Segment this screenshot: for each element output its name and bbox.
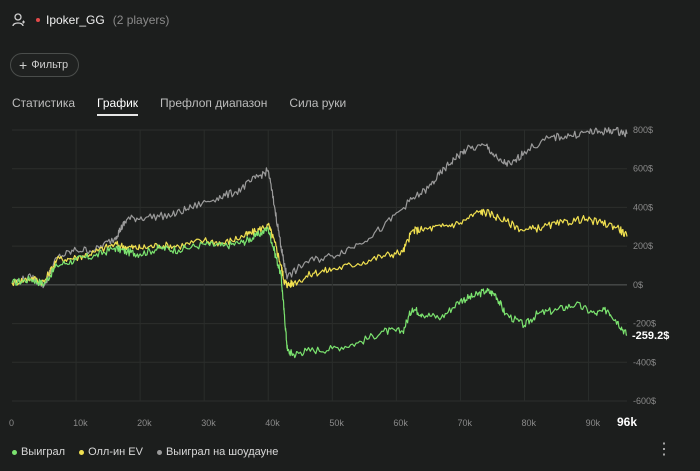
more-vertical-icon[interactable]: ⋮ — [656, 441, 672, 458]
legend-item-showdown[interactable]: Выиграл на шоудауне — [156, 446, 279, 458]
x-tick-label: 40k — [265, 418, 280, 428]
filter-button[interactable]: + Фильтр — [10, 53, 80, 77]
x-tick-label: 70k — [457, 418, 472, 428]
tab-hand-strength[interactable]: Сила руки — [289, 96, 347, 110]
y-tick-label: 200$ — [633, 241, 653, 251]
legend-dot-showdown — [156, 449, 162, 455]
series-line-won — [11, 226, 628, 359]
y-tick-label: 0$ — [633, 280, 643, 290]
y-tick-label: -400$ — [633, 357, 656, 367]
tabs-bar: Статистика График Префлоп диапазон Сила … — [12, 96, 346, 116]
legend-dot-won — [12, 449, 17, 455]
y-tick-label: -200$ — [633, 319, 656, 329]
chart-legend: Выиграл Олл-ин EV Выиграл на шоудауне — [12, 446, 278, 458]
y-tick-label: 800$ — [633, 125, 653, 135]
x-tick-label: 90k — [586, 418, 601, 428]
legend-label-showdown: Выиграл на шоудауне — [165, 446, 279, 458]
x-tick-label: 96k — [617, 415, 637, 429]
y-tick-label: 600$ — [633, 164, 653, 174]
end-value-label: -259.2$ — [632, 330, 669, 342]
x-tick-label: 30k — [201, 418, 216, 428]
x-tick-label: 50k — [329, 418, 344, 428]
status-dot — [36, 18, 40, 22]
tab-statistics[interactable]: Статистика — [12, 96, 76, 110]
legend-item-won[interactable]: Выиграл — [12, 446, 65, 458]
x-tick-label: 80k — [522, 418, 537, 428]
user-icon[interactable] — [12, 13, 26, 27]
series-line-allin-ev — [11, 208, 628, 289]
x-tick-label: 10k — [73, 418, 88, 428]
players-count: (2 players) — [112, 13, 170, 27]
legend-label-won: Выиграл — [21, 446, 66, 458]
legend-label-allin-ev: Олл-ин EV — [88, 446, 143, 458]
filter-label: Фильтр — [31, 59, 69, 71]
y-tick-label: -600$ — [633, 396, 656, 406]
table-title: Ipoker_GG — [46, 13, 105, 27]
table-header: Ipoker_GG (2 players) — [12, 10, 169, 30]
tab-graph[interactable]: График — [97, 96, 139, 116]
legend-item-allin-ev[interactable]: Олл-ин EV — [79, 446, 143, 458]
tab-preflop-range[interactable]: Префлоп диапазон — [160, 96, 268, 110]
series-line-showdown — [11, 126, 628, 289]
y-tick-label: 400$ — [633, 202, 653, 212]
x-tick-label: 0 — [9, 418, 14, 428]
x-tick-label: 20k — [137, 418, 152, 428]
profit-chart: 800$ 600$ 400$ 200$ 0$ -200$ -400$ -600$ 0 10k 20k… — [9, 125, 669, 429]
plus-icon: + — [19, 57, 28, 73]
legend-dot-allin-ev — [79, 449, 85, 455]
x-tick-label: 60k — [393, 418, 408, 428]
